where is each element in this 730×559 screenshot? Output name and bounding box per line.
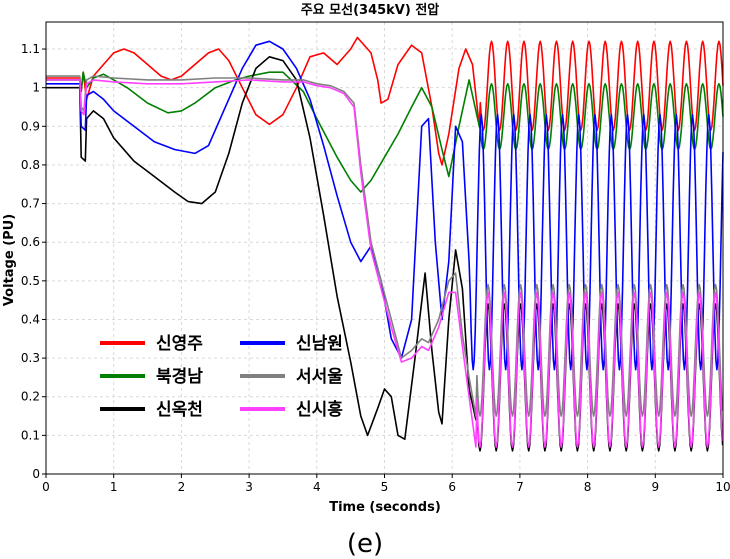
y-tick-label: 0.2 [21,390,40,404]
x-tick-label: 6 [448,480,456,494]
y-tick-label: 0.4 [21,312,40,326]
legend-label: 신영주 [156,334,203,354]
series-line [46,40,724,371]
y-tick-label: 0.6 [21,235,40,249]
y-tick-label: 1.1 [21,42,40,56]
series-line [46,71,724,193]
x-tick-label: 3 [245,480,253,494]
x-tick-label: 5 [381,480,389,494]
series-line [46,36,724,166]
legend-label: 신남원 [296,334,343,354]
figure-caption: (e) [347,529,383,559]
chart-title: 주요 모선(345kV) 전압 [301,2,440,18]
x-tick-label: 9 [651,480,659,494]
y-tick-label: 0.5 [21,274,40,288]
y-tick-label: 0.9 [21,119,40,133]
x-tick-label: 7 [516,480,524,494]
series-lines [46,36,724,452]
y-tick-label: 0.8 [21,158,40,172]
y-axis-ticks: 0 0.1 0.2 0.3 0.4 0.5 0.6 0.7 0.8 0.9 1 1.1 [21,42,46,481]
x-tick-label: 0 [42,480,50,494]
y-axis-title: Voltage (PU) [2,214,17,306]
x-tick-label: 1 [110,480,118,494]
gridlines [45,22,724,475]
y-tick-label: 0.1 [21,428,40,442]
x-tick-label: 4 [313,480,321,494]
legend-label: 신옥천 [156,400,203,420]
series-line [46,56,724,452]
x-axis-title: Time (seconds) [329,500,441,515]
y-tick-label: 1 [32,81,40,95]
x-axis-ticks: 0 1 2 3 4 5 6 7 8 9 10 [42,474,730,494]
legend-label: 서서울 [296,367,343,387]
x-tick-label: 10 [715,480,730,494]
y-tick-label: 0.3 [21,351,40,365]
legend-label: 북경남 [156,367,203,387]
x-tick-label: 8 [584,480,592,494]
x-tick-label: 2 [178,480,186,494]
series-line [46,79,724,448]
y-tick-label: 0.7 [21,197,40,211]
y-tick-label: 0 [32,467,40,481]
legend-label: 신시흥 [296,399,343,420]
